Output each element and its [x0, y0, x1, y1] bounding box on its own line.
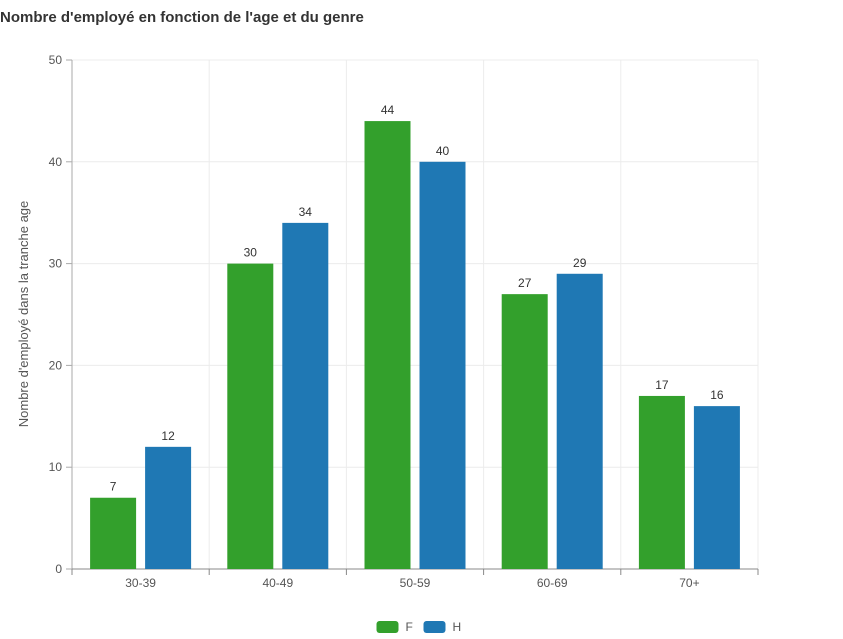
- chart-title: Nombre d'employé en fonction de l'age et…: [0, 9, 364, 26]
- bar-f-50-59: [364, 121, 411, 569]
- grid: [72, 59, 759, 569]
- y-axis-label: Nombre d'employé dans la tranche age: [16, 201, 31, 428]
- legend-label-f[interactable]: F: [406, 620, 413, 634]
- data-label: 17: [655, 378, 669, 392]
- data-label: 27: [518, 276, 532, 290]
- axes: 0 10 20 30 40 50 30-39 40-49 50-59 60-69 70+: [49, 53, 759, 590]
- data-label: 44: [381, 103, 395, 117]
- data-label: 16: [710, 388, 724, 402]
- x-tick-label: 40-49: [262, 576, 293, 590]
- bars: [90, 121, 740, 570]
- bar-h-30-39: [145, 446, 192, 569]
- data-label: 7: [110, 480, 117, 494]
- bar-h-50-59: [419, 161, 466, 570]
- y-tick-label: 10: [49, 460, 63, 474]
- x-tick-label: 50-59: [400, 576, 431, 590]
- bar-f-70+: [638, 395, 685, 569]
- bar-f-40-49: [227, 263, 274, 569]
- legend-label-h[interactable]: H: [453, 620, 462, 634]
- bar-h-40-49: [282, 222, 329, 569]
- data-label: 29: [573, 256, 587, 270]
- x-tick-label: 70+: [679, 576, 699, 590]
- bar-f-30-39: [90, 497, 137, 569]
- data-label: 30: [244, 246, 258, 260]
- y-tick-label: 50: [49, 53, 63, 67]
- y-tick-label: 30: [49, 257, 63, 271]
- x-tick-label: 30-39: [125, 576, 156, 590]
- y-tick-label: 0: [55, 562, 62, 576]
- data-labels: 7 12 30 34 44 40 27 29 17 16: [110, 103, 724, 494]
- bar-h-70+: [693, 406, 740, 569]
- bar-h-60-69: [556, 273, 603, 569]
- x-tick-label: 60-69: [537, 576, 568, 590]
- legend-swatch-f[interactable]: [376, 621, 399, 633]
- y-tick-label: 40: [49, 155, 63, 169]
- data-label: 34: [299, 205, 313, 219]
- data-label: 40: [436, 144, 450, 158]
- data-label: 12: [161, 429, 175, 443]
- legend-swatch-h[interactable]: [423, 621, 446, 633]
- y-tick-label: 20: [49, 358, 63, 372]
- bar-f-60-69: [501, 294, 548, 569]
